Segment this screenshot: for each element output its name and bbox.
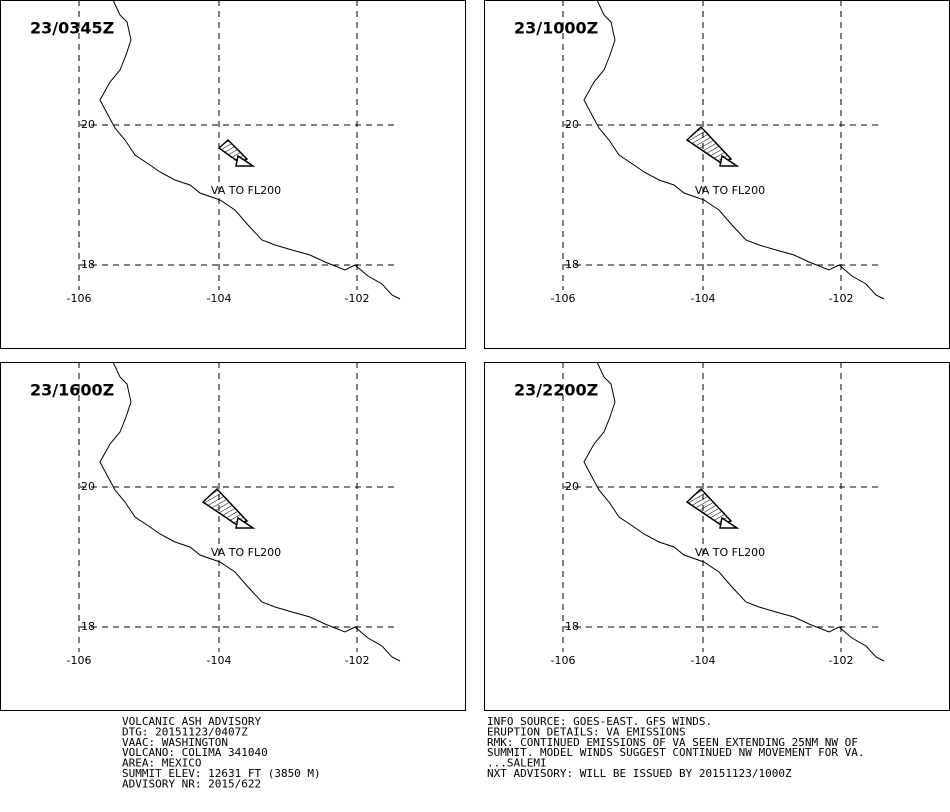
advisory-line: AREA: MEXICO — [122, 757, 201, 770]
plume-arrow — [719, 516, 740, 529]
advisory-line: VAAC: WASHINGTON — [122, 736, 228, 749]
plume-arrow — [235, 154, 256, 167]
longitude-label: -106 — [551, 292, 576, 305]
plume-arrow — [719, 154, 740, 167]
ash-plume — [685, 125, 733, 164]
map-panel: -106 -104 -102 20 18 VA TO FL200 23/1000Z — [484, 0, 950, 349]
panel-frame — [0, 0, 466, 349]
map-panel: -106 -104 -102 20 18 VA TO FL200 23/0345Z — [0, 0, 466, 349]
coastline — [583, 0, 885, 300]
longitude-label: -102 — [829, 654, 854, 667]
ash-plume — [201, 487, 249, 526]
latitude-label: 20 — [81, 118, 95, 131]
advisory-line: INFO SOURCE: GOES-EAST. GFS WINDS. — [487, 715, 712, 728]
latitude-label: 18 — [81, 258, 95, 271]
plume-label: VA TO FL200 — [695, 546, 765, 559]
panel-time: 23/1000Z — [514, 19, 598, 38]
advisory-line: ERUPTION DETAILS: VA EMISSIONS — [487, 725, 686, 738]
plume-label: VA TO FL200 — [211, 184, 281, 197]
coastline — [99, 361, 401, 662]
longitude-label: -106 — [67, 654, 92, 667]
plume-arrow — [235, 516, 256, 529]
panel-time: 23/1600Z — [30, 381, 114, 400]
coastline — [583, 361, 885, 662]
advisory-line: VOLCANO: COLIMA 341040 — [122, 746, 268, 759]
latitude-label: 20 — [81, 480, 95, 493]
plume-label: VA TO FL200 — [211, 546, 281, 559]
ash-plume — [685, 487, 733, 526]
longitude-label: -104 — [207, 292, 232, 305]
longitude-label: -102 — [345, 654, 370, 667]
advisory-line: ADVISORY NR: 2015/622 — [122, 777, 261, 790]
advisory-line: ...SALEMI — [487, 757, 547, 770]
advisory-line: SUMMIT ELEV: 12631 FT (3850 M) — [122, 767, 321, 780]
map-panel: -106 -104 -102 20 18 VA TO FL200 23/2200Z — [484, 361, 950, 711]
panel-time: 23/2200Z — [514, 381, 598, 400]
coastline — [99, 0, 401, 300]
advisory-line: NXT ADVISORY: WILL BE ISSUED BY 20151123… — [487, 767, 792, 780]
longitude-label: -104 — [691, 654, 716, 667]
longitude-label: -106 — [551, 654, 576, 667]
longitude-label: -104 — [691, 292, 716, 305]
longitude-label: -104 — [207, 654, 232, 667]
map-panel: -106 -104 -102 20 18 VA TO FL200 23/1600Z — [0, 361, 466, 711]
latitude-label: 18 — [565, 620, 579, 633]
longitude-label: -102 — [345, 292, 370, 305]
latitude-label: 18 — [81, 620, 95, 633]
advisory-line: RMK: CONTINUED EMISSIONS OF VA SEEN EXTE… — [487, 736, 858, 749]
longitude-label: -106 — [67, 292, 92, 305]
panel-frame — [0, 362, 466, 711]
panel-time: 23/0345Z — [30, 19, 114, 38]
advisory-line: VOLCANIC ASH ADVISORY — [122, 715, 261, 728]
advisory-line: DTG: 20151123/0407Z — [122, 725, 248, 738]
latitude-label: 20 — [565, 480, 579, 493]
plume-label: VA TO FL200 — [695, 184, 765, 197]
latitude-label: 20 — [565, 118, 579, 131]
longitude-label: -102 — [829, 292, 854, 305]
latitude-label: 18 — [565, 258, 579, 271]
advisory-line: SUMMIT. MODEL WINDS SUGGEST CONTINUED NW… — [487, 746, 865, 759]
